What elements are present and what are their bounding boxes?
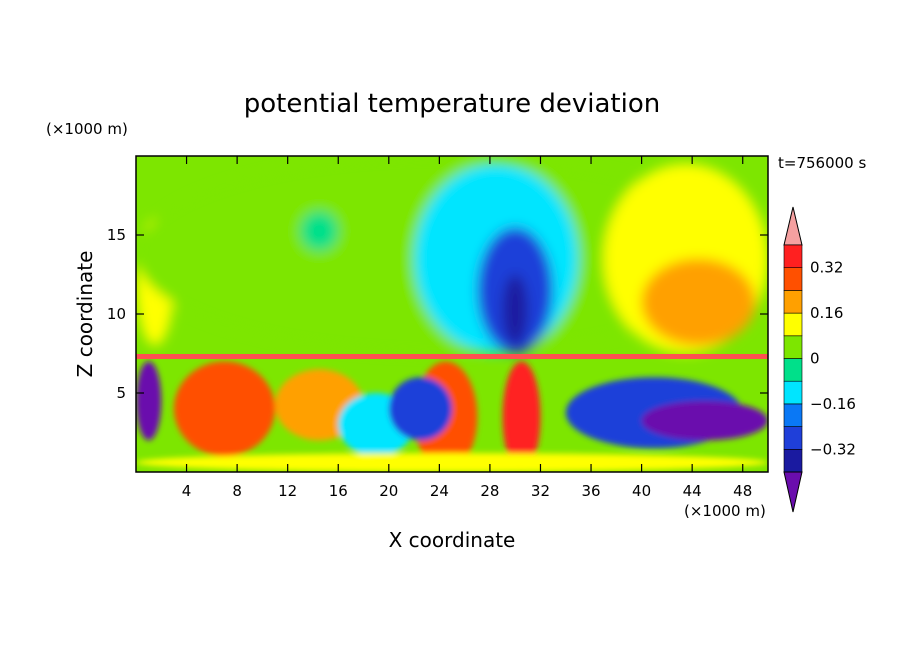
colorbar-segment [783, 380, 803, 405]
colorbar-tick-label: 0.16 [810, 304, 843, 322]
x-tick-label: 16 [329, 482, 348, 500]
colorbar-segment [783, 448, 803, 473]
chart-title: potential temperature deviation [244, 89, 660, 119]
inversion-line [136, 354, 768, 359]
x-tick-label: 28 [480, 482, 499, 500]
plot-area [136, 156, 768, 472]
colorbar-segment [783, 267, 803, 291]
colorbar-segment [783, 358, 803, 382]
colorbar-segment [783, 403, 803, 427]
colorbar-segment [783, 426, 803, 450]
field-region-lower-left-orange-red [173, 361, 276, 457]
colorbar-bottom-arrow [783, 471, 803, 513]
x-tick-label: 12 [278, 482, 297, 500]
field-region-upper-right-orange [641, 258, 756, 346]
colorbar-tick-label: 0.32 [810, 259, 843, 277]
y-tick-label: 5 [116, 384, 126, 402]
y-axis: 5 10 15 [107, 226, 768, 402]
colorbar: 0.32 0.16 0 −0.16 −0.32 [783, 206, 856, 513]
x-tick-label: 40 [632, 482, 651, 500]
colorbar-tick-label: −0.16 [810, 395, 856, 413]
x-axis-label: X coordinate [389, 528, 516, 552]
field-region-lower-blue-cell [388, 377, 452, 441]
colorbar-segment [783, 335, 803, 359]
x-tick-label: 48 [733, 482, 752, 500]
field-region-lower-left-purple [136, 361, 162, 441]
colorbar-segment [783, 312, 803, 337]
field-region-upper-green-blob [300, 211, 339, 251]
colorbar-tick-label: −0.32 [810, 440, 856, 458]
field-region-lower-red-column [502, 361, 541, 472]
x-unit-label: (×1000 m) [684, 502, 766, 520]
colorbar-segment [783, 290, 803, 314]
y-tick-label: 15 [107, 226, 126, 244]
x-tick-label: 32 [531, 482, 550, 500]
time-label: t=756000 s [778, 154, 866, 172]
y-axis-label: Z coordinate [73, 251, 97, 378]
y-unit-label: (×1000 m) [46, 120, 128, 138]
field-region-upper-darkblue-core [502, 274, 528, 346]
x-tick-label: 36 [581, 482, 600, 500]
field-region-surface-yellow-band [136, 453, 768, 472]
x-tick-label: 4 [182, 482, 192, 500]
y-tick-label: 10 [107, 305, 126, 323]
field-region-lower-right-purple [641, 400, 768, 441]
colorbar-top-arrow [783, 206, 803, 246]
x-axis: 4 8 12 16 20 24 28 32 36 40 44 48 [182, 156, 752, 500]
x-tick-label: 20 [379, 482, 398, 500]
x-tick-label: 44 [683, 482, 702, 500]
x-tick-label: 8 [232, 482, 242, 500]
x-tick-label: 24 [430, 482, 449, 500]
colorbar-tick-label: 0 [810, 350, 820, 368]
colorbar-segment [783, 244, 803, 269]
